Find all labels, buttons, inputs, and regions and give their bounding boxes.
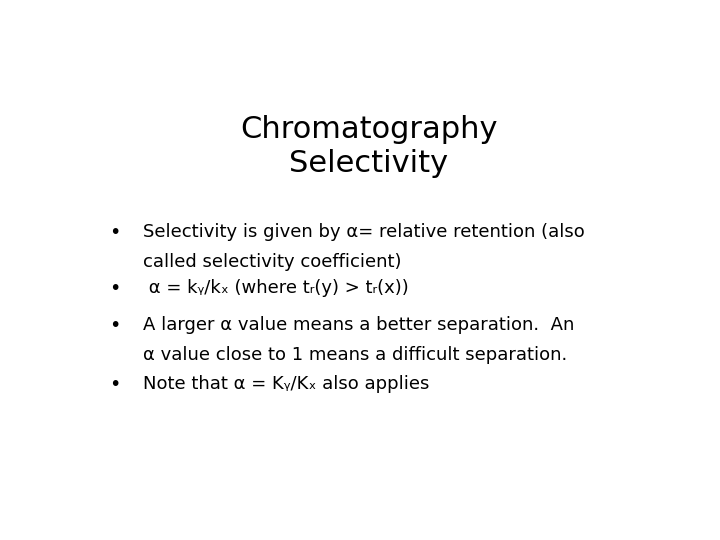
Text: α value close to 1 means a difficult separation.: α value close to 1 means a difficult sep… (143, 346, 567, 364)
Text: A larger α value means a better separation.  An: A larger α value means a better separati… (143, 316, 575, 334)
Text: called selectivity coefficient): called selectivity coefficient) (143, 253, 402, 271)
Text: •: • (109, 375, 121, 394)
Text: α = kᵧ/kₓ (where tᵣ(y) > tᵣ(x)): α = kᵧ/kₓ (where tᵣ(y) > tᵣ(x)) (143, 279, 409, 297)
Text: Chromatography
Selectivity: Chromatography Selectivity (240, 114, 498, 178)
Text: •: • (109, 279, 121, 298)
Text: Note that α = Kᵧ/Kₓ also applies: Note that α = Kᵧ/Kₓ also applies (143, 375, 429, 393)
Text: Selectivity is given by α= relative retention (also: Selectivity is given by α= relative rete… (143, 223, 585, 241)
Text: •: • (109, 316, 121, 335)
Text: •: • (109, 223, 121, 242)
